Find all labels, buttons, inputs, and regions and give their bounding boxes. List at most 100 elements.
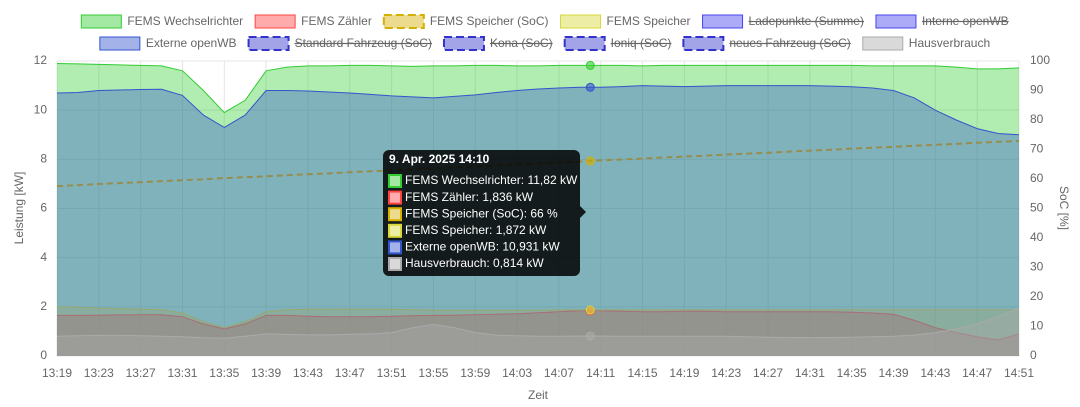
y-tick-label: 12 [34,53,48,67]
tooltip-title: 9. Apr. 2025 14:10 [389,152,490,166]
x-tick-label: 13:51 [377,366,407,380]
legend-item[interactable]: Ladepunkte (Summe) [702,14,864,29]
tooltip-swatch [388,174,402,188]
legend-swatch [563,36,606,51]
y2-tick-label: 20 [1030,289,1044,303]
legend-swatch [702,14,744,29]
x-tick-label: 14:07 [544,366,574,380]
legend-item[interactable]: FEMS Speicher [560,14,691,29]
x-tick-label: 13:59 [460,366,490,380]
x-tick-label: 14:31 [795,366,825,380]
tooltip-swatch [388,240,402,255]
series-line [57,310,1020,341]
x-tick-label: 14:19 [669,366,699,380]
legend-label: Ioniq (SoC) [611,36,672,50]
legend-row: FEMS Wechselrichter FEMS Zähler FEMS Speic… [80,14,1009,29]
y2-tick-label: 10 [1030,319,1044,333]
series-line [56,85,1020,136]
series-line [56,63,1020,114]
legend-swatch [560,14,602,29]
legend-item[interactable]: Ioniq (SoC) [563,36,672,51]
x-axis-label: Zeit [528,388,549,402]
hover-point [585,156,595,166]
x-tick-label: 14:23 [711,366,741,380]
legend-item[interactable]: FEMS Wechselrichter [80,14,243,29]
legend-item[interactable]: Externe openWB [99,36,237,51]
y-tick-label: 6 [40,201,47,215]
y2-tick-label: 50 [1030,201,1044,215]
x-tick-label: 13:47 [335,366,365,380]
hover-point [585,82,595,92]
legend-swatch [875,14,917,29]
legend-swatch [99,36,141,51]
area-fill [57,310,1019,356]
legend-label: Hausverbrauch [909,36,990,50]
legend-label: neues Fahrzeug (SoC) [729,36,850,50]
x-tick-label: 14:15 [628,366,658,380]
legend-item[interactable]: Standard Fahrzeug (SoC) [247,36,432,51]
legend-label: Interne openWB [922,14,1009,28]
legend-label: FEMS Wechselrichter [127,14,243,28]
tooltip-item: Externe openWB: 10,931 kW [405,240,560,254]
tooltip-item: Hausverbrauch: 0,814 kW [405,256,544,270]
tooltip-swatch-bg [389,208,401,221]
legend-item[interactable]: Interne openWB [875,14,1009,29]
tooltip-swatch-bg [389,175,401,187]
y2-axis-label: SoC [%] [1057,186,1071,230]
y2-tick-label: 70 [1030,142,1044,156]
tooltip-swatch-bg [389,224,401,237]
legend-swatch [254,14,296,29]
x-tick-label: 14:27 [753,366,783,380]
series-line [56,307,1020,339]
legend-item[interactable]: Hausverbrauch [862,36,990,51]
legend-item[interactable]: neues Fahrzeug (SoC) [682,36,851,51]
tooltip-swatch [388,190,402,205]
x-tick-label: 13:39 [251,366,281,380]
x-tick-label: 14:03 [502,366,532,380]
legend-item[interactable]: FEMS Zähler [254,14,372,29]
legend-item[interactable]: Kona (SoC) [442,36,553,51]
y-tick-label: 10 [34,102,48,116]
x-tick-label: 13:43 [293,366,323,380]
legend-label: FEMS Speicher (SoC) [430,14,549,28]
tooltip-swatch [388,257,402,271]
legend-swatch [682,36,725,51]
tooltip: 9. Apr. 2025 14:10 FEMS Wechselrichter: 1… [383,150,586,276]
legend-row: Externe openWB Standard Fahrzeug (SoC) Kon… [99,36,990,51]
legend-item[interactable]: FEMS Speicher (SoC) [382,14,549,29]
y2-tick-label: 90 [1030,83,1044,97]
tooltip-item: FEMS Speicher (SoC): 66 % [405,206,558,220]
x-tick-label: 13:35 [209,366,239,380]
x-tick-label: 14:35 [837,366,867,380]
tooltip-swatch-bg [389,241,401,254]
x-tick-label: 13:27 [126,366,156,380]
x-tick-label: 13:19 [42,366,72,380]
tooltip-caret [580,206,586,218]
x-tick-label: 14:11 [586,366,615,380]
x-tick-label: 13:31 [167,366,197,380]
y2-tick-label: 60 [1030,171,1044,185]
tooltip-item: FEMS Wechselrichter: 11,82 kW [405,173,578,187]
y-axis-label: Leistung [kW] [12,172,26,245]
x-tick-label: 13:55 [418,366,448,380]
y-tick-label: 8 [40,152,47,166]
tooltip-swatch-bg [389,191,401,204]
y2-tick-label: 80 [1030,112,1044,126]
y2-tick-label: 0 [1030,348,1037,362]
area-fill [57,306,1019,356]
y-tick-label: 2 [40,299,47,313]
tooltip-item: FEMS Speicher: 1,872 kW [405,223,547,237]
y-tick-label: 4 [40,250,47,264]
legend-label: Standard Fahrzeug (SoC) [295,36,432,50]
y2-tick-label: 30 [1030,260,1044,274]
hover-point [585,305,595,315]
x-tick-label: 14:51 [1004,366,1034,380]
legend-swatch [80,14,122,29]
y-tick-label: 0 [40,348,47,362]
legend-label: Ladepunkte (Summe) [749,14,864,28]
area-fill [57,308,1019,356]
legend-label: Externe openWB [146,36,237,50]
hover-point [585,331,595,341]
x-tick-label: 13:23 [84,366,114,380]
